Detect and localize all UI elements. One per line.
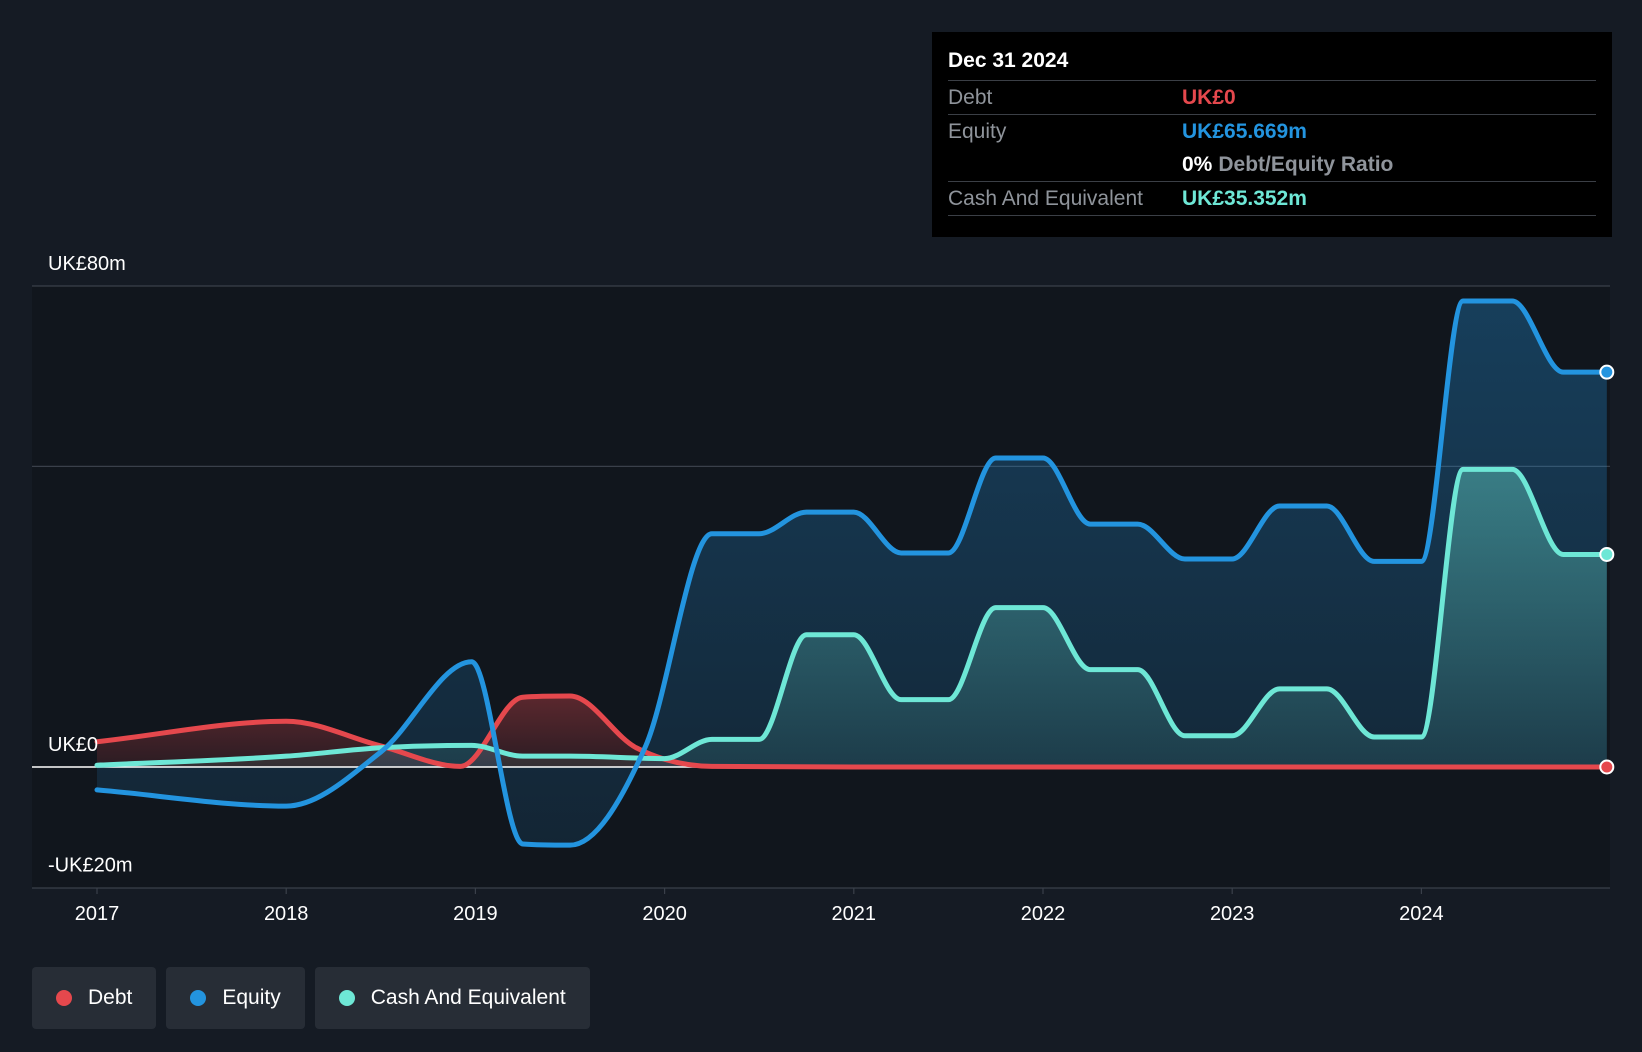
x-tick-label-2024: 2024 (1399, 903, 1444, 925)
tooltip-row-equity: Equity UK£65.669m (948, 115, 1596, 148)
legend-item-cash[interactable]: Cash And Equivalent (314, 967, 590, 1029)
tooltip-row-ratio: 0% Debt/Equity Ratio (948, 148, 1596, 182)
tooltip-row-cash: Cash And Equivalent UK£35.352m (948, 182, 1596, 216)
legend-item-debt[interactable]: Debt (32, 967, 157, 1029)
legend-dot-equity (190, 990, 207, 1006)
tooltip-ratio-value: 0% (1182, 153, 1213, 176)
tooltip-ratio-label: Debt/Equity Ratio (1218, 153, 1394, 176)
tooltip-row-debt: Debt UK£0 (948, 81, 1596, 115)
x-tick-label-2019: 2019 (453, 903, 498, 925)
area-equity (97, 301, 1607, 846)
line-equity (94, 298, 1610, 848)
legend: Debt Equity Cash And Equivalent (32, 967, 590, 1029)
x-tick-label-2021: 2021 (832, 903, 877, 925)
legend-label-equity: Equity (222, 986, 281, 1009)
endpoint-equity[interactable] (1599, 364, 1615, 380)
x-tick-label-2022: 2022 (1021, 903, 1066, 925)
x-tick-label-2017: 2017 (75, 903, 120, 925)
y-tick-label--uk-20m: -UK£20m (48, 854, 132, 876)
y-tick-label-uk-80m: UK£80m (48, 253, 126, 275)
tooltip-debt-label: Debt (948, 86, 993, 109)
x-tick-label-2020: 2020 (642, 903, 687, 925)
legend-label-debt: Debt (88, 986, 133, 1009)
tooltip-panel: Dec 31 2024 Debt UK£0 Equity UK£65.669m … (932, 32, 1612, 237)
y-tick-label-uk-0: UK£0 (48, 734, 98, 756)
endpoint-debt[interactable] (1599, 759, 1615, 775)
tooltip-date: Dec 31 2024 (948, 46, 1596, 81)
x-tick-label-2023: 2023 (1210, 903, 1255, 925)
legend-dot-cash (338, 990, 355, 1006)
endpoint-cash-and-equivalent[interactable] (1599, 546, 1615, 562)
legend-item-equity[interactable]: Equity (166, 967, 305, 1029)
tooltip-equity-label: Equity (948, 120, 1007, 143)
tooltip-equity-value: UK£65.669m (1182, 120, 1307, 143)
tooltip-cash-value: UK£35.352m (1182, 187, 1307, 210)
tooltip-cash-label: Cash And Equivalent (948, 187, 1143, 210)
x-tick-label-2018: 2018 (264, 903, 309, 925)
line-cash-and-equivalent (94, 466, 1610, 768)
legend-dot-debt (56, 990, 72, 1006)
tooltip-debt-value: UK£0 (1182, 86, 1236, 109)
legend-label-cash: Cash And Equivalent (370, 986, 566, 1009)
